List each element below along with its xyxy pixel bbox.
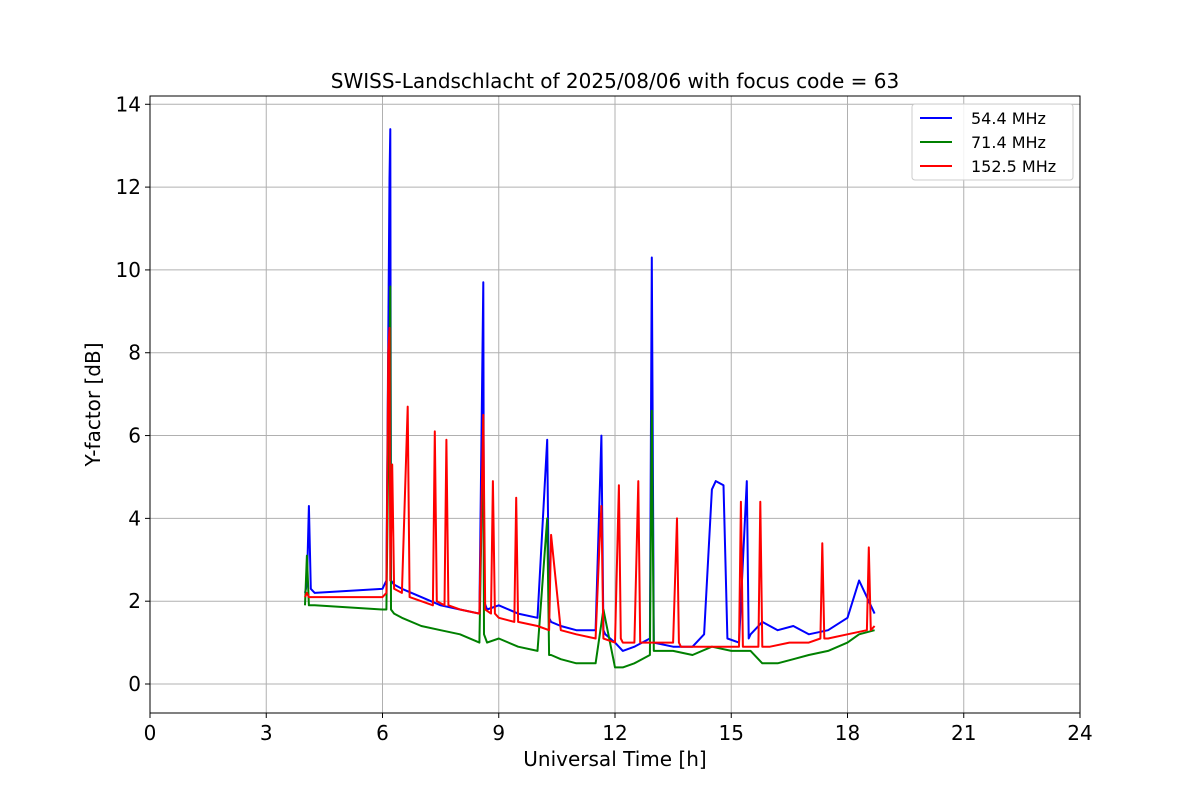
legend-box [911, 103, 1074, 181]
y-tick-label: 4 [128, 506, 141, 530]
y-tick-label: 12 [116, 175, 141, 199]
x-tick-label: 21 [951, 721, 976, 745]
y-tick-label: 0 [128, 672, 141, 696]
x-tick-label: 9 [492, 721, 505, 745]
y-tick-label: 6 [128, 424, 141, 448]
x-tick-label: 0 [144, 721, 157, 745]
legend-label: 54.4 MHz [971, 109, 1046, 128]
y-axis-label: Y-factor [dB] [81, 342, 105, 467]
x-tick-label: 6 [376, 721, 389, 745]
legend: 54.4 MHz 71.4 MHz 152.5 MHz [911, 103, 1074, 181]
series-line-2 [304, 326, 876, 648]
chart-title: SWISS-Landschlacht of 2025/08/06 with fo… [331, 69, 899, 93]
x-tick-label: 24 [1067, 721, 1092, 745]
x-axis-label: Universal Time [h] [523, 747, 706, 771]
y-tick-label: 2 [128, 589, 141, 613]
y-tick-label: 14 [116, 92, 141, 116]
legend-label: 152.5 MHz [971, 157, 1056, 176]
y-tick-label: 10 [116, 258, 141, 282]
x-tick-label: 3 [260, 721, 273, 745]
plot-series [304, 128, 876, 669]
y-tick-label: 8 [128, 341, 141, 365]
legend-label: 71.4 MHz [971, 133, 1046, 152]
x-tick-label: 12 [602, 721, 627, 745]
x-tick-label: 15 [719, 721, 744, 745]
x-tick-label: 18 [835, 721, 860, 745]
